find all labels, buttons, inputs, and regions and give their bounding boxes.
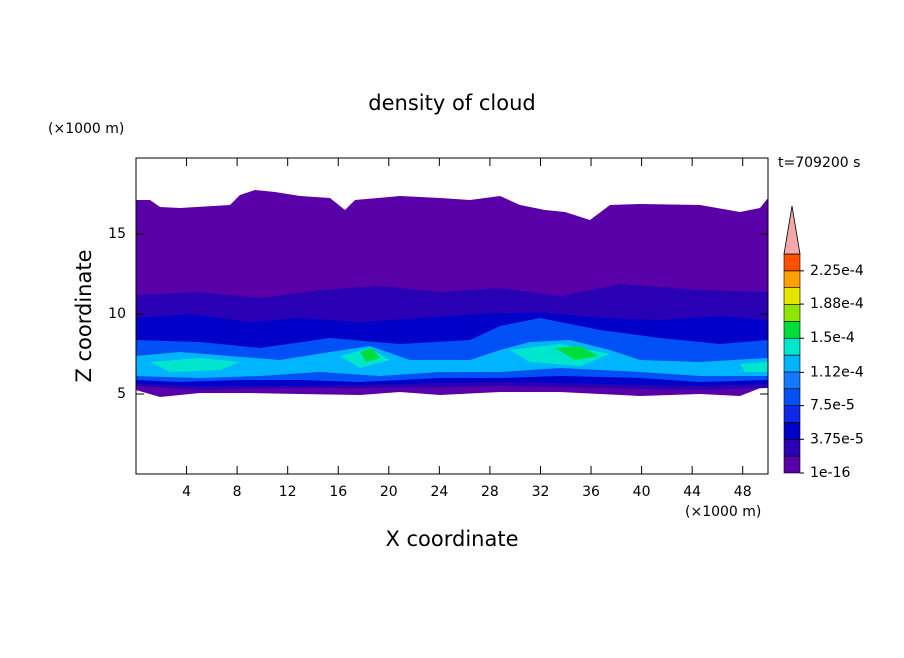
colorbar-box <box>783 337 801 356</box>
x-tick-label: 24 <box>430 484 448 500</box>
y-tick-label: 5 <box>117 386 126 402</box>
colorbar-box <box>783 304 801 322</box>
colorbar-tick-label: 1.12e-4 <box>810 364 864 380</box>
colorbar-box <box>783 388 801 406</box>
colorbar-box <box>783 439 801 457</box>
colorbar-box <box>783 405 801 423</box>
colorbar-box <box>783 455 801 474</box>
y-tick-label: 10 <box>108 306 126 322</box>
x-axis-label: X coordinate <box>385 527 518 551</box>
x-tick-label: 36 <box>582 484 600 500</box>
colorbar-tick-label: 1e-16 <box>810 465 850 481</box>
y-tick-label: 15 <box>108 226 126 242</box>
x-tick-label: 12 <box>279 484 297 500</box>
x-tick-label: 8 <box>233 484 242 500</box>
x-unit: (×1000 m) <box>685 504 761 520</box>
annotation: t=709200 s <box>778 155 860 171</box>
contour-field <box>136 190 768 397</box>
colorbar-box <box>783 321 801 339</box>
x-tick-label: 40 <box>633 484 651 500</box>
x-tick-label: 16 <box>329 484 347 500</box>
colorbar-tick-label: 3.75e-5 <box>810 431 864 447</box>
x-tick-label: 32 <box>532 484 550 500</box>
colorbar-tick-label: 1.88e-4 <box>810 296 864 312</box>
x-tick-label: 44 <box>683 484 701 500</box>
y-axis-label: Z coordinate <box>72 249 96 382</box>
chart-title: density of cloud <box>368 91 535 115</box>
y-unit: (×1000 m) <box>48 121 124 137</box>
x-tick-label: 20 <box>380 484 398 500</box>
colorbar-box <box>783 422 801 440</box>
x-tick-label: 48 <box>734 484 752 500</box>
x-tick-label: 28 <box>481 484 499 500</box>
plot-frame <box>135 157 769 475</box>
x-tick-label: 4 <box>182 484 191 500</box>
colorbar-tick-label: 7.5e-5 <box>810 398 855 414</box>
colorbar-extend <box>783 205 801 255</box>
colorbar-box <box>783 253 801 272</box>
colorbar-tick-label: 2.25e-4 <box>810 263 864 279</box>
colorbar-box <box>783 270 801 288</box>
colorbar-box <box>783 354 801 373</box>
colorbar-tick-label: 1.5e-4 <box>810 330 855 346</box>
colorbar-box <box>783 287 801 305</box>
colorbar-box <box>783 371 801 390</box>
